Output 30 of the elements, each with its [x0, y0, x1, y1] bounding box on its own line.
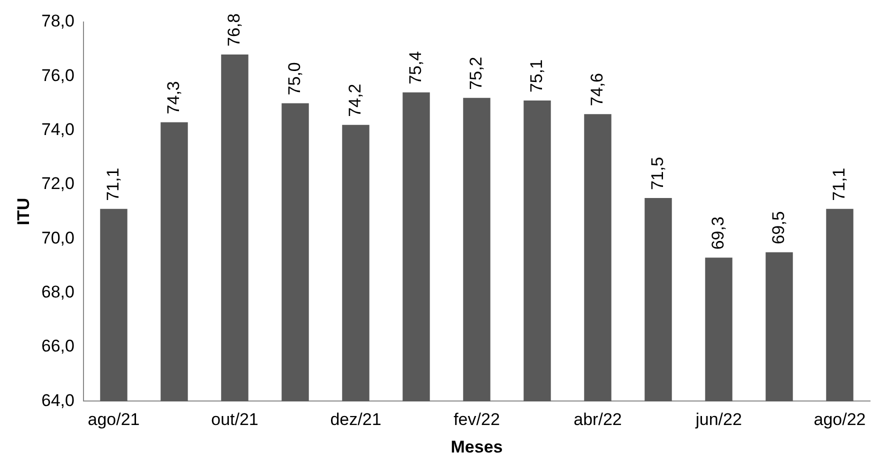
- data-label: 71,1: [103, 168, 122, 201]
- data-label: 75,1: [526, 59, 546, 93]
- y-tick-label: 68,0: [41, 282, 74, 302]
- x-tick-label: out/21: [211, 410, 258, 430]
- data-label: 75,2: [466, 56, 486, 90]
- y-tick-label: 72,0: [41, 174, 74, 194]
- x-tick-label: ago/22: [814, 410, 866, 430]
- x-tick-label: ago/21: [88, 410, 140, 430]
- data-label: 69,3: [708, 216, 728, 250]
- data-label: 75,0: [284, 62, 304, 96]
- data-label: 74,6: [587, 73, 606, 106]
- x-tick-label: jun/22: [694, 410, 742, 430]
- y-tick-label: 74,0: [41, 120, 74, 140]
- y-tick-label: 76,0: [41, 66, 74, 85]
- y-tick-label: 78,0: [41, 12, 74, 31]
- y-tick-label: 70,0: [41, 228, 74, 248]
- data-label: 75,4: [406, 51, 425, 84]
- data-label: 71,1: [829, 168, 848, 201]
- x-tick-label: fev/22: [454, 410, 500, 430]
- data-label: 74,3: [164, 81, 183, 114]
- x-tick-label: abr/22: [574, 410, 622, 430]
- y-tick-label: 66,0: [41, 336, 74, 356]
- x-axis-title: Meses: [450, 437, 503, 456]
- x-tick-label: dez/21: [330, 410, 382, 430]
- data-label: 74,2: [345, 84, 364, 117]
- data-label: 76,8: [224, 13, 244, 47]
- y-axis-title: ITU: [14, 198, 33, 226]
- y-tick-label: 64,0: [41, 390, 74, 410]
- data-label: 69,5: [768, 211, 788, 244]
- data-label: 71,5: [648, 156, 667, 190]
